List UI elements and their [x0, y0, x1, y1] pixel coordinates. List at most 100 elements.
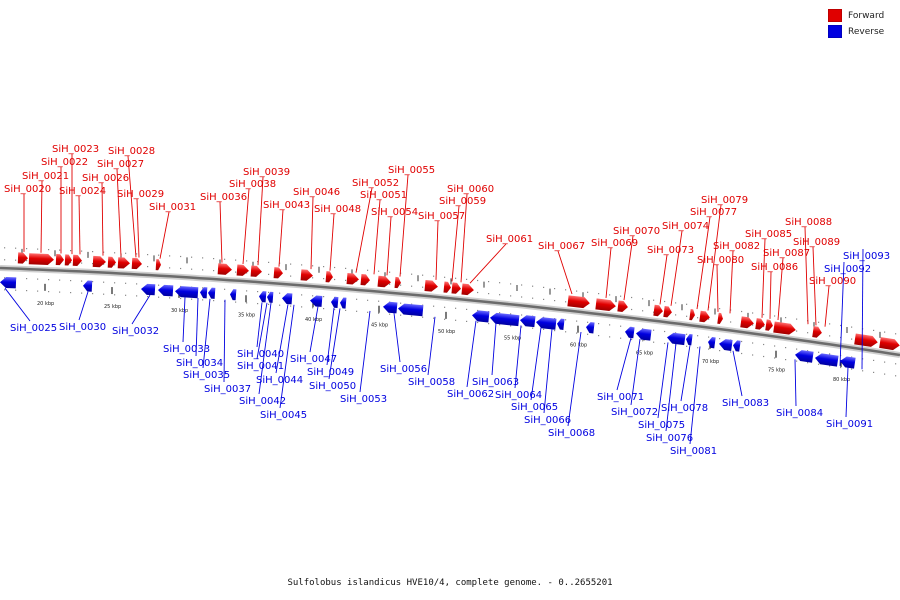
tick-label: 70 kbp: [702, 359, 719, 365]
guide-dot: [378, 300, 380, 302]
guide-dot: [477, 309, 479, 312]
guide-dot: [499, 282, 501, 284]
leader-line: [466, 320, 477, 388]
guide-dot: [48, 249, 50, 251]
gene-label: SiH_0045: [260, 410, 307, 421]
guide-dot: [708, 336, 710, 338]
guide-dot: [213, 270, 215, 272]
guide-dot: [26, 290, 28, 292]
guide-dot: [246, 302, 248, 304]
guide-dot: [807, 332, 809, 334]
guide-dot: [785, 359, 787, 361]
gene-label: SiH_0059: [439, 196, 486, 207]
guide-dot: [136, 283, 138, 285]
gene-label: SiH_0027: [97, 159, 144, 170]
guide-dot: [818, 351, 820, 353]
gene-label: SiH_0043: [263, 200, 310, 211]
reverse-gene: [719, 339, 733, 351]
guide-dot: [829, 335, 831, 337]
guide-dot: [818, 363, 820, 365]
tick-label: 60 kbp: [570, 343, 587, 349]
gene-label: SiH_0032: [112, 326, 159, 337]
backbone-shadow: [0, 265, 900, 358]
guide-dot: [466, 320, 468, 322]
guide-dot: [37, 248, 39, 250]
guide-dot: [422, 316, 424, 318]
guide-dot: [334, 308, 336, 311]
guide-dot: [752, 354, 754, 356]
leader-line: [4, 287, 31, 322]
gene-label: SiH_0063: [472, 377, 519, 388]
forward-gene: [740, 316, 754, 329]
guide-dot: [15, 259, 17, 261]
guide-dot: [15, 247, 17, 249]
guide-dot: [312, 277, 314, 279]
guide-dot: [554, 300, 556, 302]
guide-dot: [851, 326, 853, 328]
guide-dot: [873, 359, 875, 361]
guide-dot: [180, 267, 182, 270]
gene-label: SiH_0036: [200, 192, 247, 203]
forward-gene: [300, 269, 313, 281]
guide-dot: [59, 291, 61, 293]
guide-dot: [444, 276, 446, 278]
forward-gene: [663, 305, 672, 318]
guide-dot: [873, 371, 875, 373]
gene-label: SiH_0058: [408, 377, 455, 388]
leader-line: [670, 230, 683, 306]
figure-caption: Sulfolobus islandicus HVE10/4, complete …: [287, 578, 613, 588]
leader-line: [543, 328, 553, 414]
guide-dot: [202, 299, 204, 301]
gene-label: SiH_0065: [511, 402, 558, 413]
guide-dot: [554, 288, 556, 290]
leader-line: [310, 196, 314, 270]
forward-gene: [107, 256, 116, 268]
guide-dot: [807, 350, 809, 352]
forward-gene: [689, 309, 695, 321]
guide-dot: [697, 347, 699, 349]
forward-gene: [64, 254, 72, 266]
gene-label: SiH_0055: [388, 165, 435, 176]
guide-dot: [884, 331, 886, 333]
gene-label: SiH_0047: [290, 354, 337, 365]
guide-dot: [433, 305, 435, 307]
guide-dot: [697, 317, 699, 319]
leader-line: [202, 298, 211, 369]
guide-dot: [796, 318, 798, 320]
reverse-gene: [586, 322, 595, 334]
guide-dot: [785, 347, 787, 349]
guide-dot: [301, 294, 303, 296]
forward-gene: [595, 298, 616, 311]
guide-dot: [114, 282, 116, 284]
leader-line: [257, 176, 264, 266]
gene-labels: SiH_0020 SiH_0021 SiH_0022 SiH_0023 SiH_0024…: [4, 144, 890, 457]
guide-dot: [367, 299, 369, 301]
guide-dot: [664, 342, 666, 345]
guide-dot: [103, 263, 105, 265]
reverse-gene: [0, 277, 17, 289]
tick-label: 40 kbp: [305, 317, 322, 323]
guide-dot: [323, 308, 325, 310]
guide-dot: [191, 256, 193, 258]
leader-line: [329, 213, 335, 271]
gene-label: SiH_0091: [826, 419, 873, 430]
leader-line: [101, 182, 104, 256]
leader-line: [355, 187, 373, 273]
forward-gene: [117, 257, 130, 269]
guide-dot: [653, 299, 655, 301]
leader-line: [131, 294, 151, 325]
gene-label: SiH_0081: [670, 446, 717, 457]
guide-dot: [543, 286, 545, 288]
guide-dot: [576, 332, 578, 334]
guide-dot: [796, 330, 798, 332]
guide-dot: [37, 290, 39, 292]
reverse-gene: [625, 326, 635, 339]
leader-line: [804, 226, 809, 325]
guide-dot: [752, 324, 754, 326]
guide-dot: [741, 340, 743, 343]
guide-dot: [774, 357, 776, 359]
guide-dot: [26, 248, 28, 250]
gene-label: SiH_0052: [352, 178, 399, 189]
forward-gene: [346, 273, 359, 285]
leader-line: [256, 302, 268, 360]
